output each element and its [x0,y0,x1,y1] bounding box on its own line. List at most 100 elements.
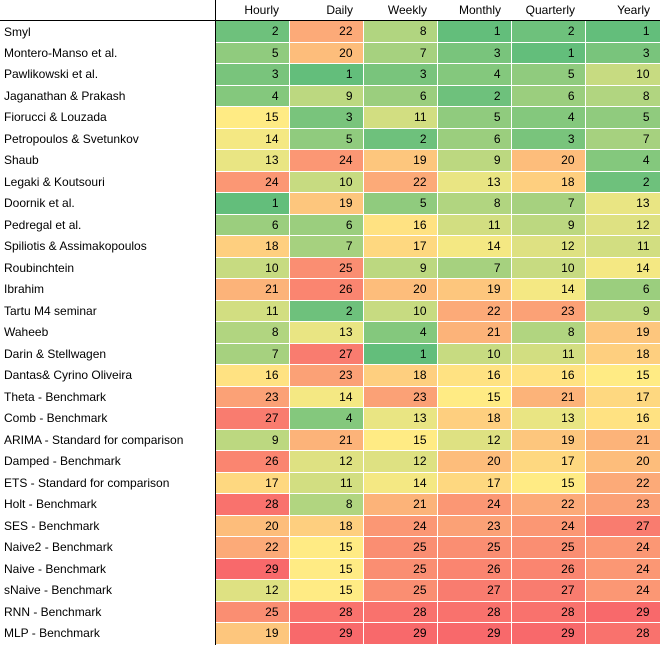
rank-cell: 5 [362,192,438,215]
rank-cell: 19 [362,149,438,172]
rank-cell: 20 [510,149,586,172]
rank-cell: 1 [436,20,512,43]
rank-cell: 6 [510,84,586,107]
rank-cell: 8 [214,321,290,344]
rank-cell: 2 [436,84,512,107]
rank-cell: 28 [510,600,586,623]
row-label: Jaganathan & Prakash [0,85,216,107]
table-row: Roubinchtein 10 25 9 7 10 14 [0,256,660,279]
rank-cell: 15 [362,428,438,451]
row-label: Smyl [0,20,216,42]
rank-cell: 19 [510,428,586,451]
row-label: Montero-Manso et al. [0,42,216,64]
table-row: MLP - Benchmark 19 29 29 29 29 28 [0,622,660,645]
rank-cell: 14 [510,278,586,301]
column-header-yearly: Yearly [585,0,660,21]
rank-cell: 21 [510,385,586,408]
row-label: Pedregal et al. [0,214,216,236]
rank-cell: 7 [510,192,586,215]
table-row: Petropoulos & Svetunkov 14 5 2 6 3 7 [0,127,660,150]
rank-cell: 12 [510,235,586,258]
row-label: Dantas& Cyrino Oliveira [0,364,216,386]
rank-cell: 27 [436,579,512,602]
rank-cell: 28 [288,600,364,623]
rank-cell: 16 [436,364,512,387]
rank-cell: 24 [436,493,512,516]
rank-cell: 19 [214,622,290,645]
table-row: Smyl 2 22 8 1 2 1 [0,20,660,43]
rank-cell: 12 [288,450,364,473]
table-row: Fiorucci & Louzada 15 3 11 5 4 5 [0,106,660,129]
rank-cell: 7 [214,342,290,365]
table-row: Montero-Manso et al. 5 20 7 3 1 3 [0,41,660,64]
rank-cell: 20 [288,41,364,64]
rank-cell: 23 [362,385,438,408]
rank-cell: 13 [362,407,438,430]
table-row: Damped - Benchmark 26 12 12 20 17 20 [0,450,660,473]
rank-cell: 8 [510,321,586,344]
rank-cell: 13 [584,192,660,215]
rank-cell: 22 [510,493,586,516]
rank-cell: 2 [362,127,438,150]
rank-cell: 13 [436,170,512,193]
rank-cell: 17 [584,385,660,408]
row-label: Damped - Benchmark [0,450,216,472]
rank-cell: 11 [288,471,364,494]
rank-cell: 16 [214,364,290,387]
rank-cell: 10 [362,299,438,322]
rank-cell: 27 [288,342,364,365]
table-row: Waheeb 8 13 4 21 8 19 [0,321,660,344]
rank-cell: 7 [436,256,512,279]
table-row: Holt - Benchmark 28 8 21 24 22 23 [0,493,660,516]
rank-cell: 5 [436,106,512,129]
table-row: Doornik et al. 1 19 5 8 7 13 [0,192,660,215]
table-body: Smyl 2 22 8 1 2 1 Montero-Manso et al. 5 20 7 3 1 3 Pa… [0,20,660,645]
rank-cell: 3 [510,127,586,150]
rank-cell: 15 [436,385,512,408]
rank-cell: 18 [214,235,290,258]
rank-cell: 7 [288,235,364,258]
rank-cell: 21 [214,278,290,301]
rank-cell: 13 [214,149,290,172]
rank-cell: 17 [214,471,290,494]
table-row: ARIMA - Standard for comparison 9 21 15 12 19… [0,428,660,451]
rank-cell: 9 [362,256,438,279]
rank-cell: 3 [362,63,438,86]
rank-cell: 22 [214,536,290,559]
rank-cell: 24 [584,536,660,559]
rank-cell: 2 [584,170,660,193]
rank-cell: 26 [214,450,290,473]
rank-cell: 6 [214,213,290,236]
row-label: Holt - Benchmark [0,493,216,515]
rank-cell: 5 [510,63,586,86]
rank-cell: 21 [584,428,660,451]
rank-cell: 9 [214,428,290,451]
rank-cell: 23 [584,493,660,516]
rank-cell: 20 [362,278,438,301]
table-row: Shaub 13 24 19 9 20 4 [0,149,660,172]
rank-cell: 6 [288,213,364,236]
rank-cell: 12 [362,450,438,473]
row-label: Naive2 - Benchmark [0,536,216,558]
corner-cell [0,0,216,21]
rank-cell: 4 [436,63,512,86]
rank-cell: 8 [436,192,512,215]
rank-cell: 16 [510,364,586,387]
rank-cell: 12 [584,213,660,236]
rank-cell: 1 [510,41,586,64]
rank-cell: 23 [436,514,512,537]
rank-cell: 7 [362,41,438,64]
rank-cell: 9 [288,84,364,107]
rank-cell: 14 [584,256,660,279]
row-label: Ibrahim [0,278,216,300]
rank-cell: 18 [584,342,660,365]
rank-cell: 29 [288,622,364,645]
rank-cell: 14 [214,127,290,150]
rank-cell: 3 [288,106,364,129]
table-row: Comb - Benchmark 27 4 13 18 13 16 [0,407,660,430]
rank-cell: 28 [584,622,660,645]
row-label: ARIMA - Standard for comparison [0,429,216,451]
row-label: Waheeb [0,321,216,343]
rank-cell: 25 [362,557,438,580]
row-label: Tartu M4 seminar [0,300,216,322]
